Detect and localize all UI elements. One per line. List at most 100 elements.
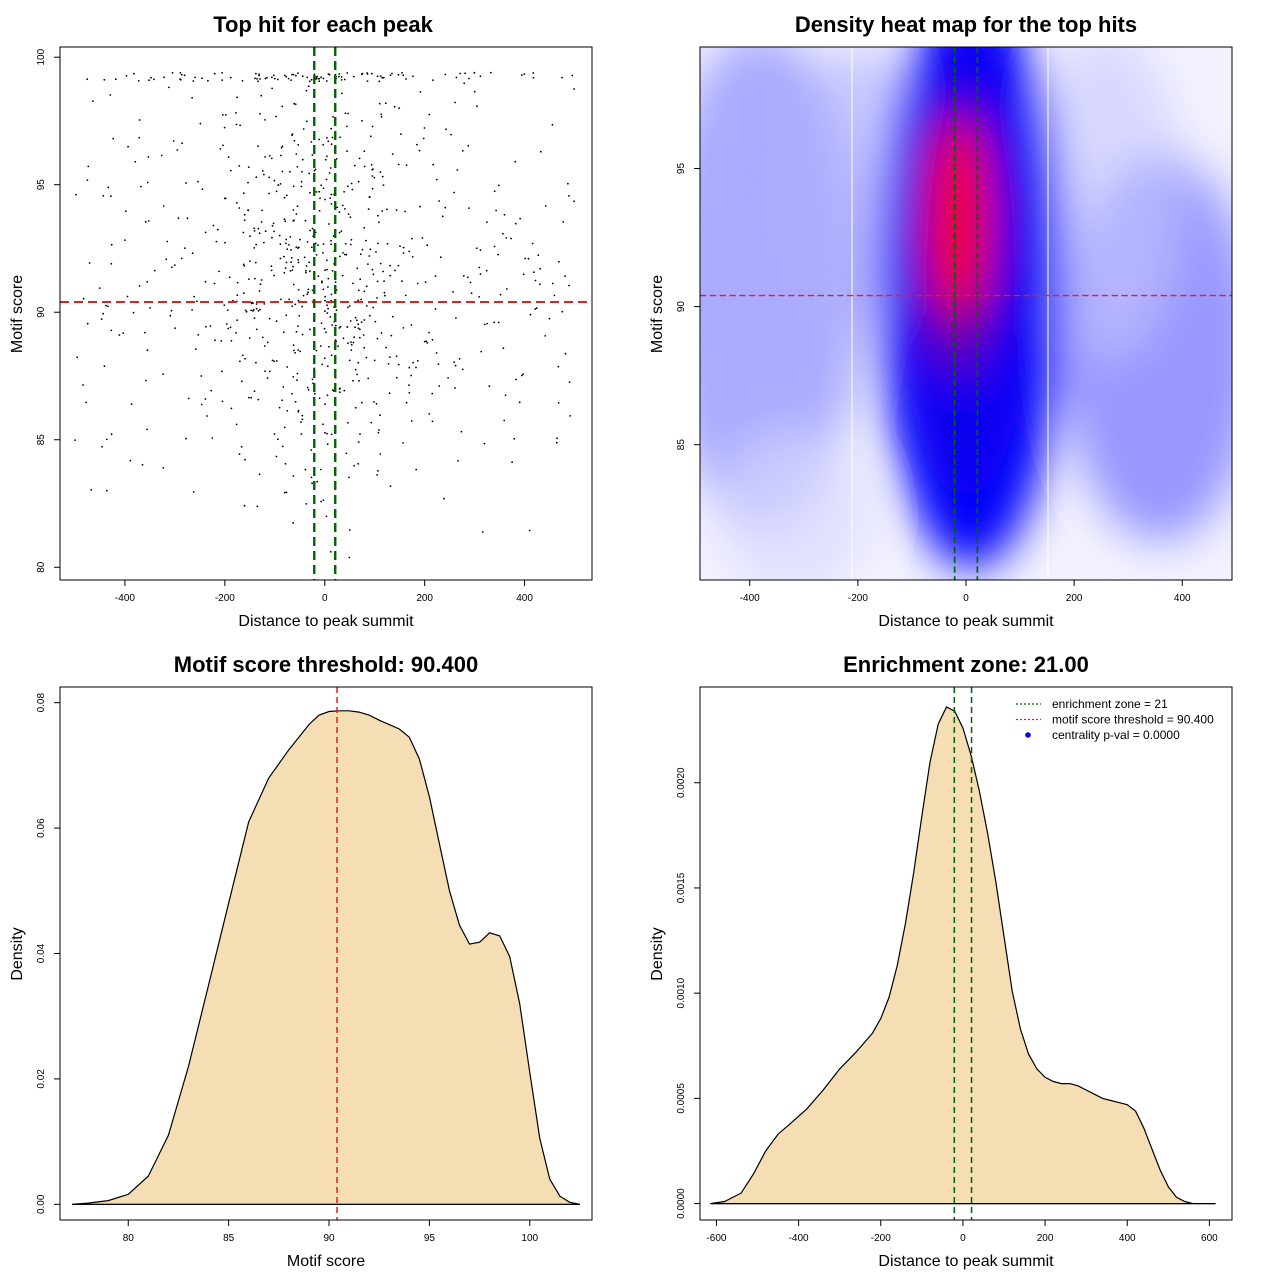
legend-entry: enrichment zone = 21 (1052, 697, 1168, 711)
scatter-point (302, 294, 305, 297)
scatter-point (173, 264, 176, 266)
scatter-point (191, 309, 194, 311)
x-tick-label: -400 (789, 1233, 809, 1244)
scatter-point (391, 72, 393, 75)
heatmap-title: Density heat map for the top hits (795, 12, 1137, 37)
scatter-point (483, 323, 486, 326)
scatter-point (339, 391, 341, 394)
scatter-point (478, 296, 481, 298)
scatter-point (514, 160, 517, 163)
scatter-point (520, 74, 523, 76)
scatter-point (330, 239, 332, 242)
scatter-point (357, 327, 360, 330)
scatter-point (294, 103, 297, 106)
scatter-point (273, 274, 275, 277)
scatter-point (397, 163, 400, 166)
scatter-point (557, 402, 560, 404)
scatter-point (243, 504, 246, 507)
scatter-point (212, 224, 215, 227)
scatter-point (372, 168, 374, 171)
scatter-point (201, 188, 204, 191)
scatter-point (386, 208, 388, 211)
scatter-point (346, 150, 348, 153)
scatter-point (85, 401, 87, 404)
scatter-point (441, 215, 444, 218)
score-density-y-label: Density (9, 927, 26, 980)
scatter-point (305, 120, 308, 123)
scatter-point (258, 473, 261, 476)
scatter-point (326, 394, 329, 397)
scatter-point (268, 176, 271, 179)
scatter-point (297, 289, 300, 291)
scatter-point (279, 183, 282, 185)
scatter-point (475, 247, 478, 250)
scatter-point (279, 257, 282, 260)
scatter-point (211, 437, 214, 439)
scatter-point (299, 238, 301, 241)
scatter-point (326, 304, 328, 307)
x-tick-label: 85 (223, 1233, 235, 1244)
scatter-point (497, 184, 500, 187)
scatter-point (218, 270, 221, 273)
scatter-point (418, 149, 421, 152)
scatter-point (444, 206, 447, 209)
scatter-point (315, 254, 318, 256)
scatter-point (254, 261, 257, 264)
scatter-point (337, 345, 339, 347)
scatter-point (431, 420, 434, 423)
scatter-point (310, 141, 313, 143)
scatter-point (153, 78, 155, 81)
scatter-point (286, 410, 289, 412)
scatter-point (568, 381, 571, 383)
scatter-point (310, 476, 313, 479)
heatmap-y-label: Motif score (649, 275, 666, 353)
scatter-point (250, 309, 253, 312)
scatter-point (283, 218, 286, 221)
scatter-point (292, 73, 295, 76)
scatter-point (402, 327, 405, 329)
scatter-point (349, 216, 352, 219)
scatter-point (240, 445, 243, 448)
scatter-point (283, 74, 286, 77)
scatter-point (382, 76, 385, 79)
scatter-point (370, 163, 373, 166)
scatter-point (165, 258, 168, 261)
scatter-point (338, 73, 341, 75)
scatter-point (371, 175, 374, 177)
scatter-point (502, 232, 504, 235)
scatter-point (253, 230, 256, 232)
scatter-point (180, 257, 183, 260)
scatter-point (405, 401, 408, 404)
scatter-point (350, 182, 353, 185)
scatter-point (539, 283, 541, 286)
scatter-point (242, 263, 245, 266)
scatter-point (338, 231, 341, 234)
scatter-point (261, 170, 264, 172)
scatter-point (497, 253, 499, 256)
scatter-point (255, 176, 258, 179)
scatter-point (307, 288, 310, 291)
scatter-point (255, 243, 258, 246)
scatter-point (296, 372, 299, 375)
scatter-point (204, 231, 207, 234)
scatter-point (287, 77, 290, 80)
scatter-point (275, 455, 278, 458)
scatter-point (344, 242, 347, 245)
scatter-point (331, 324, 333, 326)
scatter-point (478, 266, 481, 269)
scatter-point (260, 94, 263, 97)
scatter-point (431, 338, 434, 341)
scatter-point (297, 325, 299, 327)
scatter-point (325, 178, 328, 181)
scatter-point (255, 72, 257, 75)
y-tick-label: 100 (36, 48, 47, 65)
scatter-reference-lines (60, 47, 592, 580)
scatter-point (317, 77, 320, 80)
scatter-point (454, 101, 456, 104)
scatter-point (301, 158, 304, 161)
scatter-point (320, 322, 323, 324)
scatter-point (318, 210, 321, 212)
x-tick-label: 0 (322, 593, 328, 604)
scatter-point (286, 366, 289, 368)
scatter-point (456, 169, 459, 171)
